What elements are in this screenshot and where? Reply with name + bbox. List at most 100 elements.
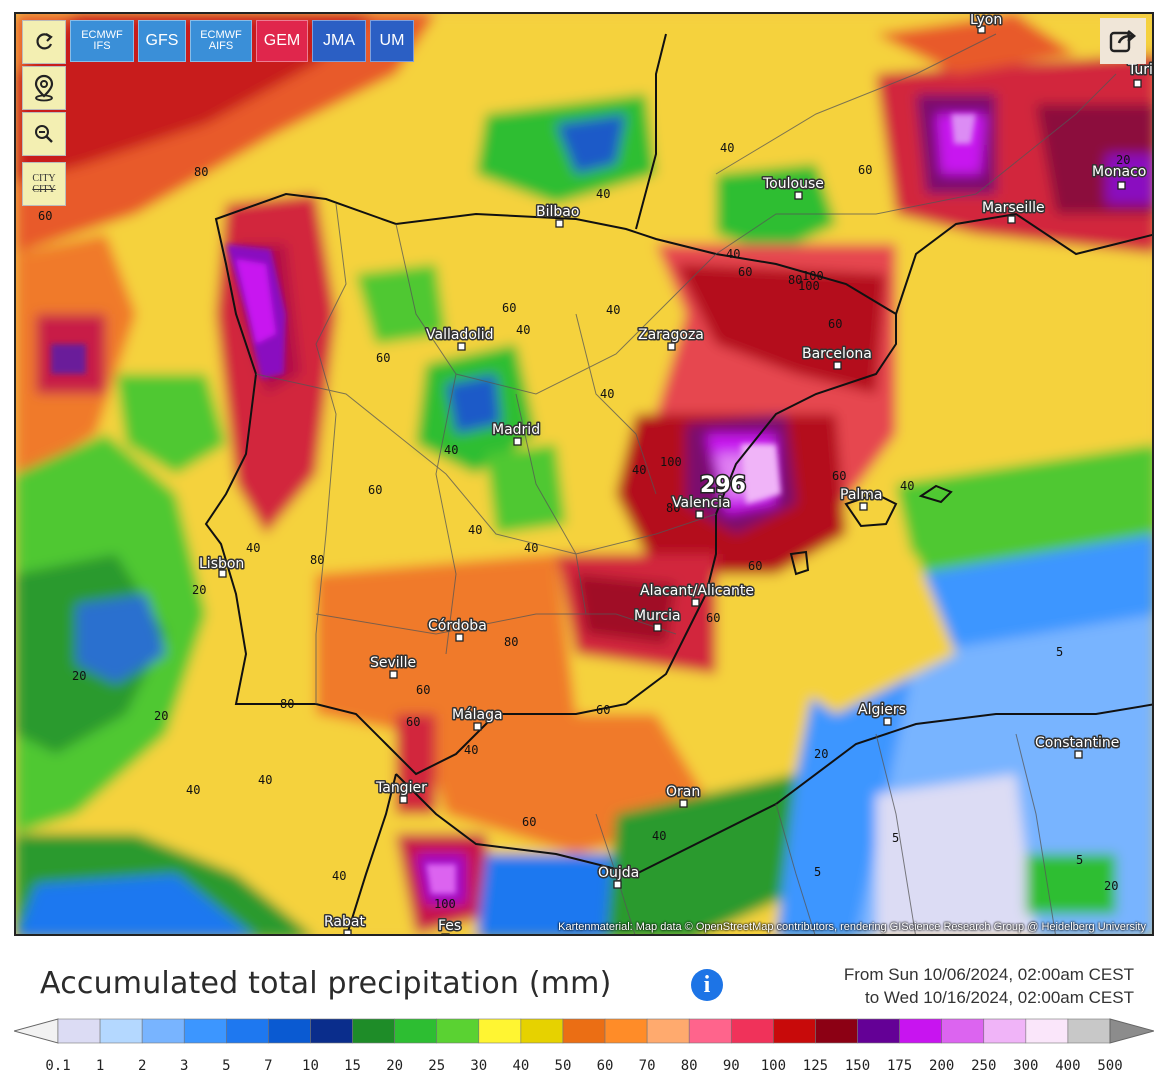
legend-low-arrow bbox=[14, 1018, 59, 1044]
location-button[interactable] bbox=[22, 66, 66, 110]
model-button-ecmwf-aifs[interactable]: ECMWF AIFS bbox=[190, 20, 252, 62]
contour-label: 100 bbox=[798, 279, 820, 293]
zoom-out-icon bbox=[35, 125, 53, 143]
city-label: Málaga bbox=[452, 707, 503, 723]
legend-swatch bbox=[478, 1018, 522, 1044]
contour-label: 40 bbox=[516, 323, 530, 337]
model-button-sublabel: IFS bbox=[93, 40, 111, 52]
model-button-um[interactable]: UM bbox=[370, 20, 414, 62]
contour-label: 20 bbox=[814, 747, 828, 761]
model-button-gem[interactable]: GEM bbox=[256, 20, 308, 62]
city-marker bbox=[794, 191, 803, 200]
model-button-gfs[interactable]: GFS bbox=[138, 20, 186, 62]
contour-label: 40 bbox=[726, 247, 740, 261]
contour-label: 20 bbox=[154, 709, 168, 723]
legend-swatch bbox=[815, 1018, 858, 1044]
legend-swatch bbox=[1067, 1018, 1111, 1044]
period-from: From Sun 10/06/2024, 02:00am CEST bbox=[843, 965, 1134, 984]
city-label: Bilbao bbox=[536, 204, 579, 220]
legend-swatch bbox=[773, 1018, 816, 1044]
legend-tick-label: 40 bbox=[512, 1058, 530, 1074]
city-label: Rabat bbox=[324, 914, 365, 930]
legend-tick-label: 100 bbox=[760, 1058, 787, 1074]
contour-label: 80 bbox=[310, 553, 324, 567]
legend-swatch bbox=[562, 1018, 606, 1044]
share-icon bbox=[1109, 30, 1137, 53]
legend-tick-label: 10 bbox=[302, 1058, 319, 1074]
legend-tick-label: 90 bbox=[722, 1058, 740, 1074]
info-icon[interactable]: i bbox=[691, 969, 723, 1001]
contour-label: 40 bbox=[186, 783, 200, 797]
legend-swatch bbox=[520, 1018, 564, 1044]
city-label: Turin bbox=[1127, 62, 1154, 78]
model-button-label: GEM bbox=[263, 32, 301, 49]
contour-label: 60 bbox=[38, 209, 52, 223]
city-label: Seville bbox=[370, 655, 416, 671]
contour-label: 60 bbox=[832, 469, 846, 483]
legend-tick-label: 5 bbox=[222, 1058, 231, 1074]
legend-swatch bbox=[394, 1018, 438, 1044]
city-label: Toulouse bbox=[762, 176, 824, 192]
city-label: Algiers bbox=[858, 702, 906, 718]
model-button-jma[interactable]: JMA bbox=[312, 20, 366, 62]
contour-label: 60 bbox=[406, 715, 420, 729]
city-marker bbox=[455, 633, 464, 642]
model-button-label: UM bbox=[379, 32, 405, 49]
contour-label: 60 bbox=[738, 265, 752, 279]
map-attribution: Kartenmaterial: Map data © OpenStreetMap… bbox=[558, 921, 1146, 933]
contour-label: 60 bbox=[828, 317, 842, 331]
contour-label: 20 bbox=[192, 583, 206, 597]
legend-tick-label: 1 bbox=[95, 1058, 105, 1074]
city-marker bbox=[679, 799, 688, 808]
legend-tick-label: 175 bbox=[886, 1058, 913, 1074]
contour-label: 80 bbox=[666, 501, 680, 515]
contour-labels: 8060604040406060204080604040100606040204… bbox=[38, 141, 1130, 911]
legend-swatch bbox=[141, 1018, 185, 1044]
contour-label: 40 bbox=[258, 773, 272, 787]
share-button[interactable] bbox=[1100, 18, 1146, 64]
contour-label: 40 bbox=[464, 743, 478, 757]
contour-label: 40 bbox=[652, 829, 666, 843]
model-button-label: ECMWF bbox=[81, 29, 123, 41]
legend-tick-label: 7 bbox=[264, 1058, 273, 1074]
city-label: Valladolid bbox=[426, 327, 494, 343]
contour-label: 40 bbox=[720, 141, 734, 155]
city-marker bbox=[613, 880, 622, 889]
region-borders bbox=[255, 33, 1117, 934]
legend-swatch bbox=[99, 1018, 143, 1044]
legend-high-arrow bbox=[1109, 1018, 1154, 1044]
city-marker bbox=[695, 510, 704, 519]
city-marker bbox=[1007, 215, 1016, 224]
city-toggle-button[interactable]: CITY CITY bbox=[22, 162, 66, 206]
contour-label: 60 bbox=[858, 163, 872, 177]
city-label: Barcelona bbox=[802, 346, 872, 362]
page-title: Accumulated total precipitation (mm) bbox=[40, 966, 612, 1001]
city-label: Constantine bbox=[1035, 735, 1119, 751]
refresh-button[interactable] bbox=[22, 20, 66, 64]
contour-label: 40 bbox=[524, 541, 538, 555]
city-label: Monaco bbox=[1092, 164, 1146, 180]
legend-tick-label: 400 bbox=[1055, 1058, 1081, 1074]
legend-tick-label: 250 bbox=[971, 1058, 997, 1074]
legend-tick-label: 150 bbox=[844, 1058, 871, 1074]
contour-label: 60 bbox=[596, 703, 610, 717]
map-canvas[interactable]: 8060604040406060204080604040100606040204… bbox=[16, 14, 1154, 936]
contour-label: 100 bbox=[434, 897, 456, 911]
city-toggle-label: CITY bbox=[32, 173, 56, 184]
model-button-ecmwf-ifs[interactable]: ECMWF IFS bbox=[70, 20, 134, 62]
city-label: Oran bbox=[666, 784, 700, 800]
legend-tick-label: 30 bbox=[470, 1058, 488, 1074]
zoom-out-button[interactable] bbox=[22, 112, 66, 156]
legend-tick-label: 20 bbox=[386, 1058, 404, 1074]
city-label: Lisbon bbox=[199, 556, 244, 572]
legend-swatch bbox=[983, 1018, 1027, 1044]
legend-swatch bbox=[57, 1018, 101, 1044]
city-marker bbox=[457, 342, 466, 351]
contour-label: 40 bbox=[468, 523, 482, 537]
contour-label: 60 bbox=[502, 301, 516, 315]
contour-label: 40 bbox=[332, 869, 346, 883]
contour-label: 60 bbox=[376, 351, 390, 365]
precipitation-map[interactable]: 80 60 60 40 40 40 60 60 20 40 80 60 40 40 100 60 60 40 20 4… bbox=[14, 12, 1154, 936]
contour-label: 80 bbox=[504, 635, 518, 649]
city-label: Madrid bbox=[492, 422, 540, 438]
